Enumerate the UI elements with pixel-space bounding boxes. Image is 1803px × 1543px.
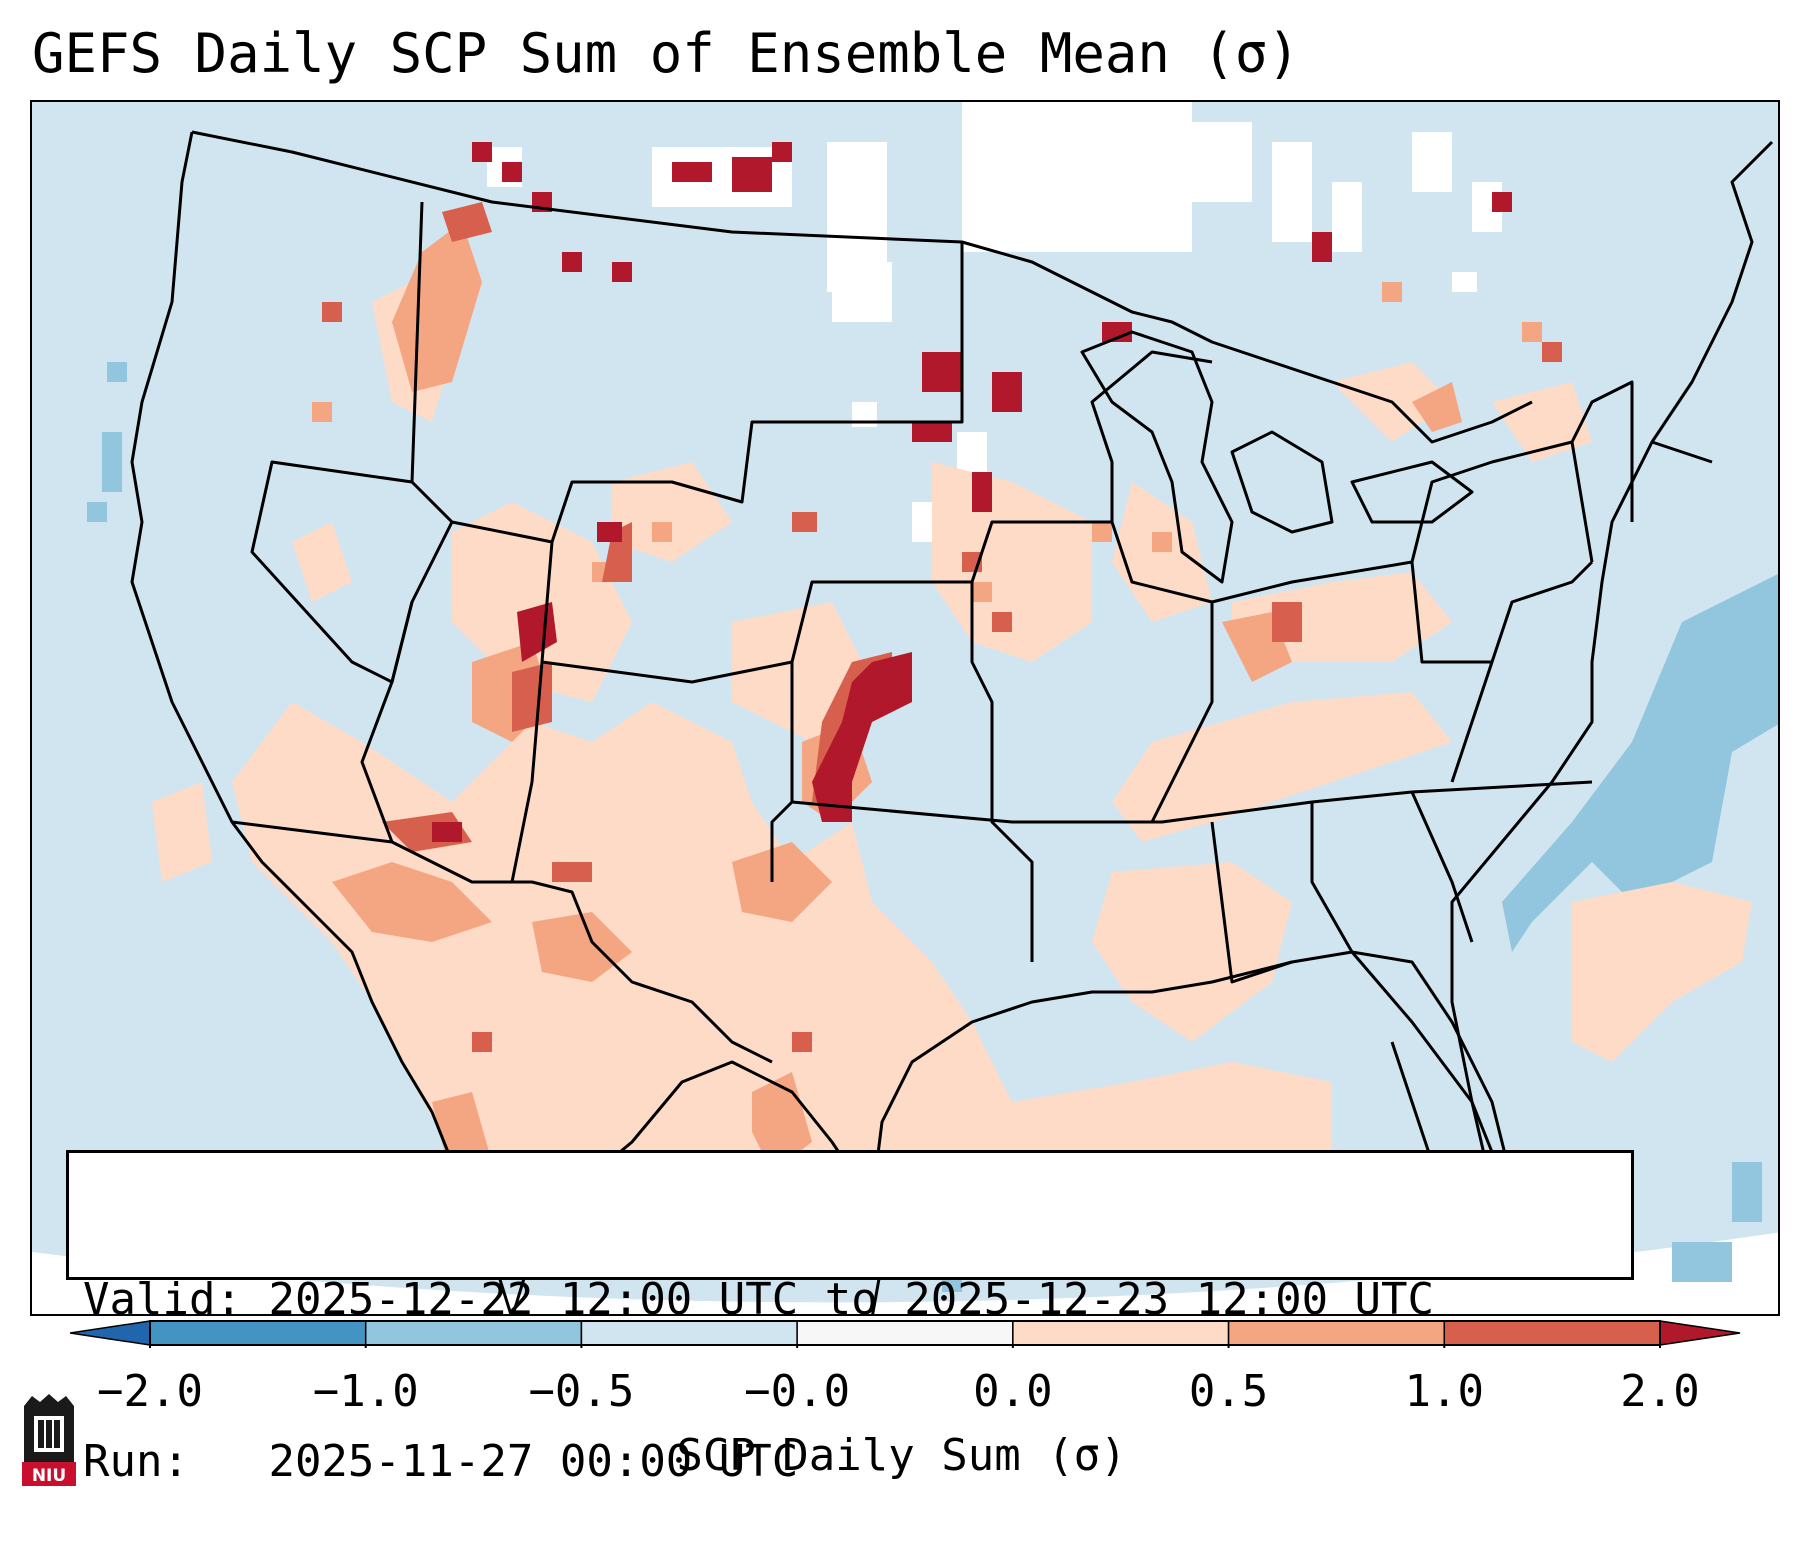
colorbar-bin [70, 1320, 151, 1346]
very-high-positive-anomaly [432, 142, 1512, 842]
colorbar [70, 1320, 1741, 1348]
state-lines-c [790, 580, 1593, 962]
colorbar-bin [149, 1320, 367, 1346]
coastline-east [1450, 140, 1774, 1233]
colorbar-label: SCP Daily Sum (σ) [676, 1430, 1127, 1481]
colorbar-bin [1659, 1320, 1741, 1346]
state-lines-b [360, 541, 794, 883]
colorbar-bin [1012, 1320, 1230, 1346]
valid-row: Valid: 2025-12-22 12:00 UTC to 2025-12-2… [83, 1273, 1617, 1327]
colorbar-outline [149, 1320, 1661, 1346]
colorbar-bin [580, 1320, 798, 1346]
map-title: GEFS Daily SCP Sum of Ensemble Mean (σ) [32, 22, 1300, 85]
map-panel [30, 100, 1780, 1316]
great-lakes [1080, 330, 1474, 584]
state-lines-a [250, 201, 964, 684]
negative-anomaly [87, 362, 1778, 1292]
validity-info-box: Valid: 2025-12-22 12:00 UTC to 2025-12-2… [66, 1150, 1634, 1487]
colorbar-bin [364, 1320, 583, 1346]
run-row: Run: 2025-11-27 00:00 UTC [83, 1435, 1617, 1489]
valid-value: 2025-12-22 12:00 UTC to 2025-12-23 12:00… [268, 1274, 1435, 1325]
run-value: 2025-11-27 00:00 UTC [268, 1436, 799, 1487]
projection-edge [32, 1232, 1778, 1314]
colorbar-tick-label: −0.5 [528, 1366, 635, 1417]
colorbar-tick-label: 0.5 [1188, 1366, 1269, 1417]
scp-map [32, 102, 1778, 1314]
mexico-border [231, 820, 773, 1064]
colorbar-tick-label: 0.0 [973, 1366, 1053, 1417]
colorbar-tick-label: −0.0 [744, 1366, 851, 1417]
colorbar-bins [70, 1320, 1741, 1346]
colorbar-tick-label: −1.0 [312, 1366, 419, 1417]
colorbar-bin [1443, 1320, 1661, 1346]
logo-text: NIU [32, 1466, 66, 1486]
state-lines-e [1210, 560, 1594, 984]
map-outlines [130, 130, 1774, 1314]
coastline-west [130, 131, 513, 1314]
colorbar-tick-label: 1.0 [1404, 1366, 1485, 1417]
state-lines-d [970, 350, 1214, 823]
colorbar-bin [1227, 1320, 1446, 1346]
coastline-texas [870, 950, 1514, 1233]
niu-logo-icon: NIU [22, 1394, 76, 1486]
state-lines-f [1410, 380, 1713, 563]
canada-border [191, 130, 1533, 444]
valid-label: Valid: [83, 1274, 242, 1325]
run-label: Run: [83, 1436, 189, 1487]
colorbar-tick-label: 2.0 [1620, 1366, 1700, 1417]
colorbar-tick-label: −2.0 [97, 1366, 203, 1417]
colorbar-bin [796, 1320, 1014, 1346]
